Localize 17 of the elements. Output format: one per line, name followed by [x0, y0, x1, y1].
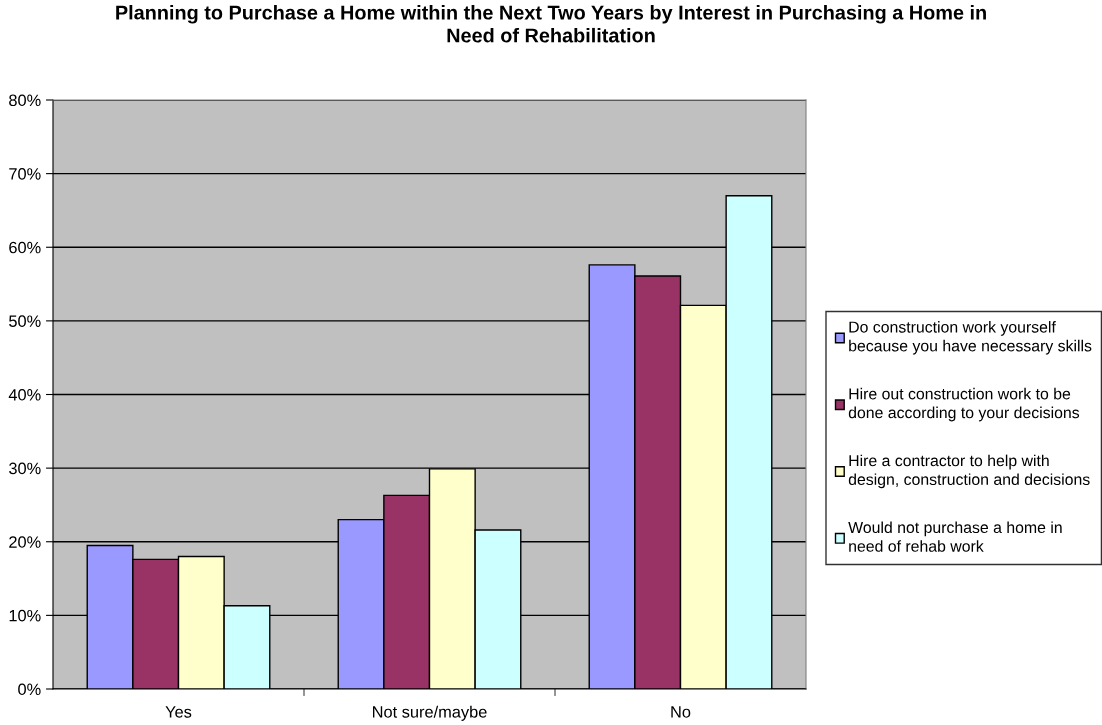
y-tick-label: 80% — [9, 94, 41, 107]
y-tick-label: 0% — [18, 683, 41, 696]
y-tick-label: 20% — [9, 536, 41, 548]
x-tick-label: Yes — [165, 706, 192, 718]
legend-label: Hire out construction work to be done according to your decisions — [848, 387, 1080, 422]
x-tick-label: No — [671, 706, 691, 718]
y-tick-label: 60% — [9, 241, 41, 254]
chart-title: Planning to Purchase a Home within the Next Two Years by Interest in Purchasing a Home in Need of Rehabilitation — [116, 5, 986, 43]
legend-label: Hire a contractor to help with design, construction and decisions — [848, 454, 1090, 489]
legend-label: Would not purchase a home in need of rehab work — [848, 521, 1062, 552]
y-tick-label: 10% — [9, 609, 41, 622]
y-tick-label: 40% — [8, 388, 41, 401]
y-tick-label: 30% — [9, 462, 41, 475]
x-tick-label: Not sure/maybe — [373, 705, 487, 721]
legend-label: Do construction work yourself because you have necessary skills — [849, 321, 1092, 355]
y-tick-label: 70% — [9, 168, 41, 180]
y-tick-label: 50% — [9, 315, 41, 327]
